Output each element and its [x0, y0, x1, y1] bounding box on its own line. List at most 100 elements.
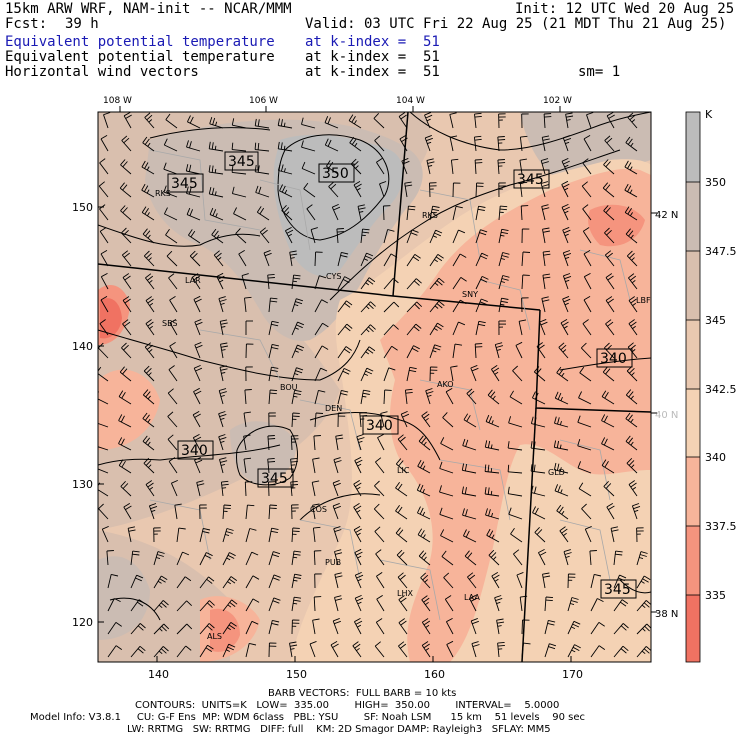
wind-barb: [498, 206, 501, 221]
wind-barb: [291, 551, 295, 566]
wind-barb-feather: [486, 528, 491, 536]
wind-barb-feather: [641, 604, 646, 609]
wind-barb: [554, 446, 569, 451]
wind-barb-feather: [545, 596, 554, 599]
wind-barb: [107, 622, 117, 635]
wind-barb-feather: [377, 434, 384, 438]
wind-barb-feather: [472, 620, 479, 625]
contour-label-2: 345: [167, 173, 204, 193]
wind-barb-feather: [332, 479, 340, 484]
wind-barb: [519, 137, 523, 152]
wind-barb: [145, 323, 155, 336]
wind-barb-feather: [219, 365, 227, 368]
wind-barb: [291, 344, 298, 359]
wind-barb-feather: [478, 323, 486, 327]
wind-barb-feather: [219, 279, 224, 283]
wind-barb-feather: [192, 411, 200, 416]
wind-barb: [334, 551, 339, 566]
wind-barb: [417, 512, 431, 520]
wind-barb-feather: [538, 344, 545, 350]
wind-barb-feather: [362, 228, 370, 231]
wind-barb: [521, 643, 524, 658]
wind-barb: [475, 229, 481, 244]
wind-barb-feather: [438, 277, 445, 284]
wind-barb-feather: [542, 273, 550, 276]
wind-barb-feather: [561, 157, 569, 162]
wind-barb-feather: [606, 252, 613, 258]
wind-barb: [153, 551, 159, 566]
wind-barb-feather: [627, 342, 634, 348]
wind-barb-feather: [257, 119, 260, 127]
wind-barb-feather: [471, 641, 479, 645]
wind-barb-feather: [466, 415, 471, 422]
wind-barb: [542, 252, 546, 267]
wind-barb-feather: [221, 483, 229, 486]
wind-barb-feather: [195, 321, 203, 326]
wind-barb-feather: [365, 370, 373, 375]
wind-barb-feather: [218, 411, 226, 415]
valid-time: Valid: 03 UTC Fri 22 Aug 25 (21 MDT Thu …: [305, 16, 727, 32]
wind-barb-feather: [318, 389, 326, 393]
wind-barb-feather: [148, 280, 153, 284]
svg-text:340: 340: [181, 443, 208, 459]
wind-barb-feather: [577, 438, 581, 446]
wind-barb: [143, 370, 155, 382]
wind-barb-feather: [123, 252, 130, 258]
wind-barb-feather: [220, 342, 228, 345]
wind-barb-feather: [564, 187, 569, 191]
wind-barb: [219, 321, 224, 336]
wind-barb-feather: [168, 273, 175, 279]
wind-barb-feather: [285, 211, 290, 216]
svg-text:350: 350: [322, 166, 349, 182]
wind-barb: [101, 529, 109, 543]
wind-barb: [383, 278, 394, 290]
wind-barb-feather: [484, 464, 487, 472]
wind-barb: [631, 505, 638, 520]
wind-barb-feather: [615, 550, 623, 553]
wind-barb: [429, 182, 431, 198]
wind-barb: [122, 323, 132, 336]
wind-barb-feather: [143, 365, 150, 372]
wind-barb-feather: [439, 507, 443, 515]
wind-barb-feather: [399, 574, 406, 580]
wind-barb: [603, 164, 615, 175]
wind-barb-feather: [408, 208, 416, 211]
wind-barb: [554, 422, 569, 428]
wind-barb-feather: [530, 464, 533, 472]
wind-barb: [303, 188, 316, 198]
wind-barb: [376, 598, 385, 612]
wind-barb-feather: [543, 230, 550, 233]
wind-barb: [541, 137, 546, 152]
wind-barb-feather: [481, 275, 489, 280]
wind-barb-feather: [439, 461, 443, 469]
wind-barb: [581, 185, 592, 198]
wind-barb-feather: [493, 574, 500, 579]
colorbar-swatch-8: [686, 595, 700, 662]
wind-barb: [440, 535, 454, 543]
wind-barb-feather: [330, 183, 337, 190]
wind-barb-feather: [95, 416, 97, 423]
wind-barb: [360, 324, 371, 336]
wind-barb: [353, 506, 362, 520]
wind-barb-feather: [122, 161, 128, 168]
station-cos: COS: [310, 505, 327, 514]
wind-barb-feather: [556, 504, 562, 512]
wind-barb: [563, 551, 569, 566]
wind-barb-feather: [629, 252, 635, 259]
wind-barb-feather: [533, 366, 540, 373]
wind-barb: [107, 598, 115, 612]
wind-barb-feather: [293, 576, 301, 579]
grid-y-120: 120: [72, 616, 93, 629]
wind-barb: [406, 206, 409, 221]
wind-barb-feather: [440, 437, 445, 444]
wind-barb-feather: [119, 182, 125, 189]
wind-barb: [516, 574, 523, 589]
wind-barb: [232, 171, 247, 175]
wind-barb-feather: [533, 464, 536, 472]
wind-barb-feather: [196, 480, 204, 483]
wind-barb: [475, 253, 483, 267]
wind-barb: [518, 321, 523, 336]
wind-barb-feather: [219, 457, 227, 460]
station-den: DEN: [325, 404, 342, 413]
wind-barb: [268, 481, 270, 497]
